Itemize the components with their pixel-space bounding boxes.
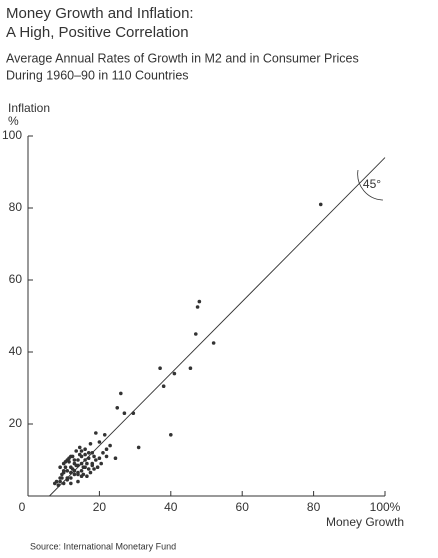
y-axis-label: % xyxy=(8,114,19,128)
point xyxy=(87,456,91,460)
point xyxy=(162,384,166,388)
point xyxy=(137,446,141,450)
point xyxy=(85,474,89,478)
point xyxy=(196,305,200,309)
point xyxy=(132,411,136,415)
point xyxy=(83,458,87,462)
point xyxy=(74,449,78,453)
point xyxy=(53,482,57,486)
point xyxy=(83,465,87,469)
y-tick-label: 60 xyxy=(9,272,23,286)
point xyxy=(60,476,64,480)
point xyxy=(76,473,80,477)
point xyxy=(62,469,66,473)
point xyxy=(73,458,77,462)
x-tick-label: 20 xyxy=(93,500,107,514)
point xyxy=(92,467,96,471)
x-tick-label: 100% xyxy=(370,500,401,514)
source: Source: International Monetary Fund xyxy=(30,541,176,551)
point xyxy=(115,406,119,410)
chart-title: A High, Positive Correlation xyxy=(6,24,189,41)
point xyxy=(90,462,94,466)
point xyxy=(73,473,77,477)
point xyxy=(169,433,173,437)
point xyxy=(60,473,64,477)
y-tick-label: 100 xyxy=(2,128,22,142)
point xyxy=(62,482,66,486)
point xyxy=(65,458,69,462)
point xyxy=(90,451,94,455)
x-tick-label: 0 xyxy=(19,500,26,514)
point xyxy=(119,392,123,396)
point xyxy=(87,467,91,471)
point xyxy=(76,458,80,462)
point xyxy=(98,456,102,460)
point xyxy=(65,469,69,473)
point xyxy=(69,482,73,486)
point xyxy=(83,447,87,451)
x-tick-label: 40 xyxy=(164,500,178,514)
point xyxy=(173,372,177,376)
point xyxy=(69,455,73,459)
point xyxy=(89,471,93,475)
point xyxy=(212,341,216,345)
point xyxy=(94,458,98,462)
point xyxy=(99,462,103,466)
point xyxy=(76,464,80,468)
point xyxy=(64,465,68,469)
point xyxy=(57,483,61,487)
point xyxy=(76,480,80,484)
point xyxy=(62,462,66,466)
point xyxy=(80,469,84,473)
point xyxy=(98,440,102,444)
point xyxy=(94,431,98,435)
point xyxy=(105,455,109,459)
x-tick-label: 80 xyxy=(307,500,321,514)
x-axis-label: Money Growth xyxy=(326,515,404,529)
point xyxy=(69,471,73,475)
point xyxy=(103,433,107,437)
point xyxy=(319,203,323,207)
point xyxy=(58,480,62,484)
y-axis-label: Inflation xyxy=(8,101,50,115)
chart-subtitle: Average Annual Rates of Growth in M2 and… xyxy=(6,51,359,65)
point xyxy=(89,442,93,446)
point xyxy=(158,366,162,370)
point xyxy=(189,366,193,370)
point xyxy=(101,451,105,455)
point xyxy=(92,455,96,459)
point xyxy=(105,447,109,451)
point xyxy=(87,451,91,455)
y-tick-label: 40 xyxy=(9,344,23,358)
y-tick-label: 80 xyxy=(9,200,23,214)
point xyxy=(123,411,127,415)
chart-subtitle: During 1960–90 in 110 Countries xyxy=(6,68,189,82)
point xyxy=(114,456,118,460)
point xyxy=(80,449,84,453)
point xyxy=(69,476,73,480)
point xyxy=(80,474,84,478)
reference-line xyxy=(49,158,385,496)
point xyxy=(58,465,62,469)
point xyxy=(78,446,82,450)
point xyxy=(108,444,112,448)
point xyxy=(85,462,89,466)
chart-title: Money Growth and Inflation: xyxy=(6,5,194,22)
point xyxy=(65,476,69,480)
point xyxy=(80,462,84,466)
point xyxy=(194,332,198,336)
point xyxy=(83,453,87,457)
x-tick-label: 60 xyxy=(236,500,250,514)
point xyxy=(78,453,82,457)
point xyxy=(198,300,202,304)
point xyxy=(73,469,77,473)
annotation: 45° xyxy=(363,177,381,191)
y-tick-label: 20 xyxy=(9,416,23,430)
point xyxy=(96,465,100,469)
